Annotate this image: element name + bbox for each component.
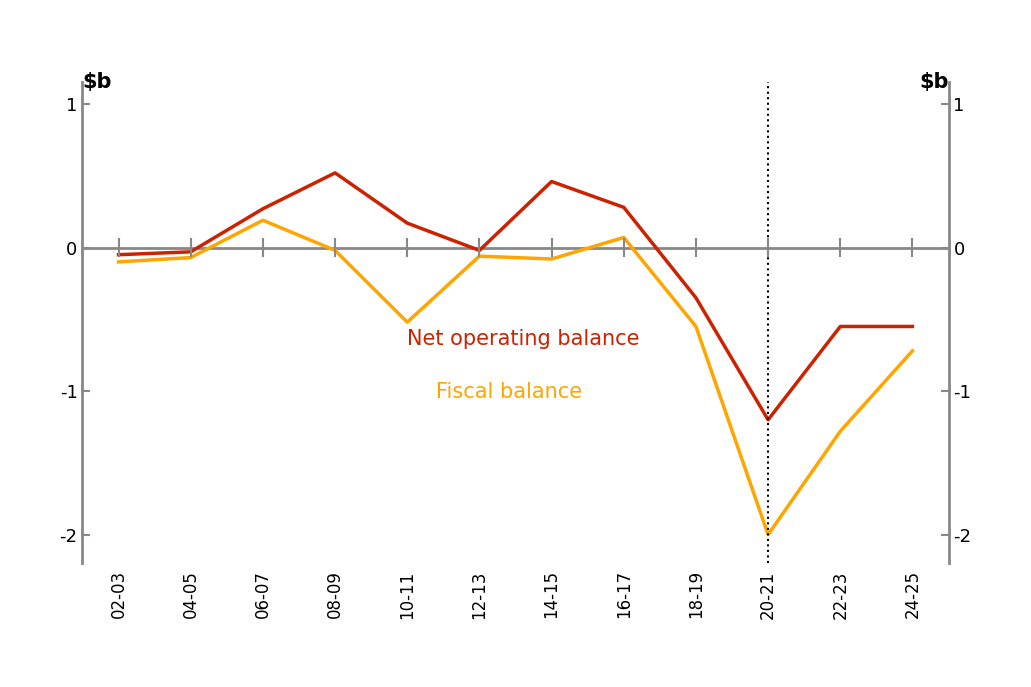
Text: $b: $b [82,73,112,93]
Text: Fiscal balance: Fiscal balance [436,382,583,403]
Text: Net operating balance: Net operating balance [407,329,640,349]
Text: $b: $b [919,73,949,93]
